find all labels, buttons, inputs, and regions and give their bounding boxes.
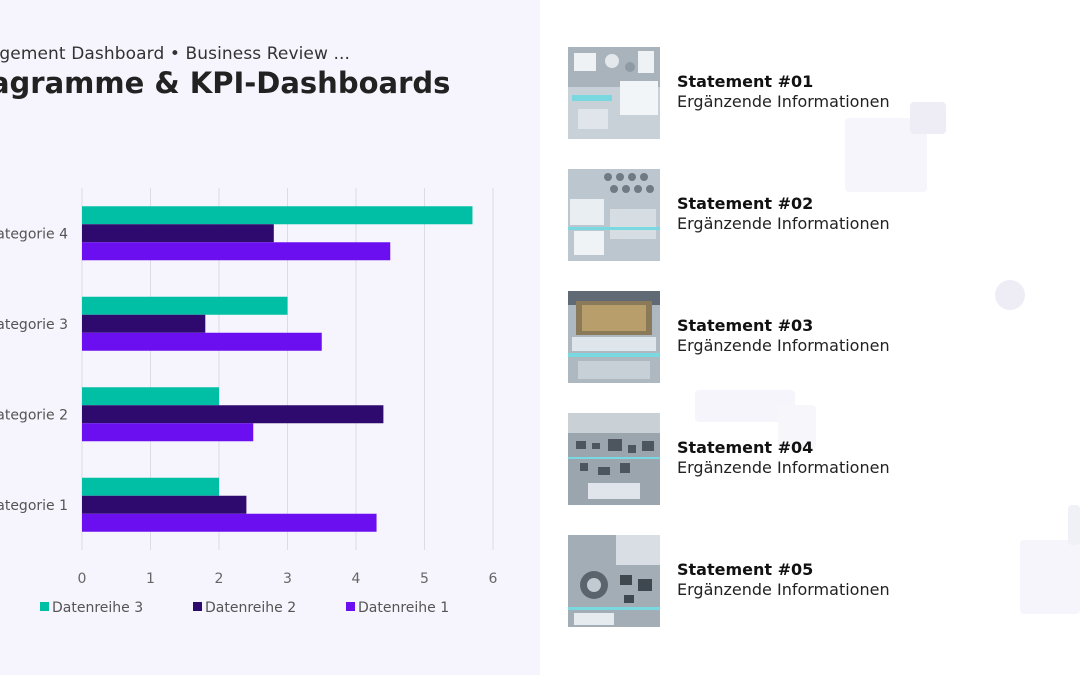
- x-tick-label: 2: [215, 571, 224, 587]
- bar: [82, 224, 274, 243]
- statement-subtitle: Ergänzende Informationen: [677, 580, 890, 599]
- statement-subtitle: Ergänzende Informationen: [677, 458, 890, 477]
- decorative-square: [1068, 505, 1080, 545]
- bar: [82, 477, 219, 496]
- statement-title: Statement #04: [677, 438, 814, 457]
- x-tick-label: 6: [489, 571, 498, 587]
- decorative-square: [910, 102, 946, 134]
- x-tick-label: 0: [78, 571, 87, 587]
- bar-chart: ategorie 1 ategorie 2 ategorie 3 ategorie 4…: [0, 188, 498, 616]
- legend-label: Datenreihe 2: [205, 600, 296, 616]
- statement-title: Statement #02: [677, 194, 814, 213]
- category-label: ategorie 1: [0, 498, 68, 514]
- legend-swatch: [40, 602, 49, 611]
- statement-title: Statement #03: [677, 316, 814, 335]
- bar: [82, 495, 247, 514]
- decorative-square: [778, 405, 816, 449]
- bar: [82, 206, 473, 225]
- page-subtitle: nagement Dashboard • Business Review ...: [0, 44, 351, 64]
- chart-panel: nagement Dashboard • Business Review ...…: [0, 0, 540, 675]
- legend-label: Datenreihe 1: [358, 600, 449, 616]
- category-label: ategorie 2: [0, 407, 68, 423]
- bar: [82, 314, 206, 333]
- category-label: ategorie 3: [0, 317, 68, 333]
- statement-item: Statement #03 Ergänzende Informationen: [568, 291, 1048, 383]
- statements-panel: Statement #01 Ergänzende Informationen S…: [540, 0, 1080, 675]
- statement-subtitle: Ergänzende Informationen: [677, 92, 890, 111]
- bar: [82, 513, 377, 532]
- bar: [82, 332, 322, 351]
- circuit-board-image: [568, 47, 660, 139]
- bar: [82, 242, 391, 261]
- statement-item: Statement #04 Ergänzende Informationen: [568, 413, 1048, 505]
- statement-subtitle: Ergänzende Informationen: [677, 336, 890, 355]
- legend-swatch: [193, 602, 202, 611]
- x-tick-label: 4: [352, 571, 361, 587]
- circuit-board-image: [568, 169, 660, 261]
- x-tick-label: 1: [146, 571, 155, 587]
- circuit-board-image: [568, 413, 660, 505]
- statement-item: Statement #01 Ergänzende Informationen: [568, 47, 1048, 139]
- decorative-circle: [995, 280, 1025, 310]
- circuit-board-image: [568, 535, 660, 627]
- bar: [82, 387, 219, 406]
- bar: [82, 296, 288, 315]
- page-title: iagramme & KPI-Dashboards: [0, 66, 451, 100]
- category-label: ategorie 4: [0, 226, 68, 242]
- bar: [82, 423, 254, 442]
- legend-label: Datenreihe 3: [52, 600, 143, 616]
- statement-title: Statement #05: [677, 560, 814, 579]
- cpu-chip-image: [568, 291, 660, 383]
- x-tick-label: 5: [420, 571, 429, 587]
- decorative-square: [1020, 540, 1080, 614]
- statement-item: Statement #02 Ergänzende Informationen: [568, 169, 1048, 261]
- legend-swatch: [346, 602, 355, 611]
- bar: [82, 405, 384, 424]
- statement-item: Statement #05 Ergänzende Informationen: [568, 535, 1048, 627]
- statement-subtitle: Ergänzende Informationen: [677, 214, 890, 233]
- statement-title: Statement #01: [677, 72, 814, 91]
- x-tick-label: 3: [283, 571, 292, 587]
